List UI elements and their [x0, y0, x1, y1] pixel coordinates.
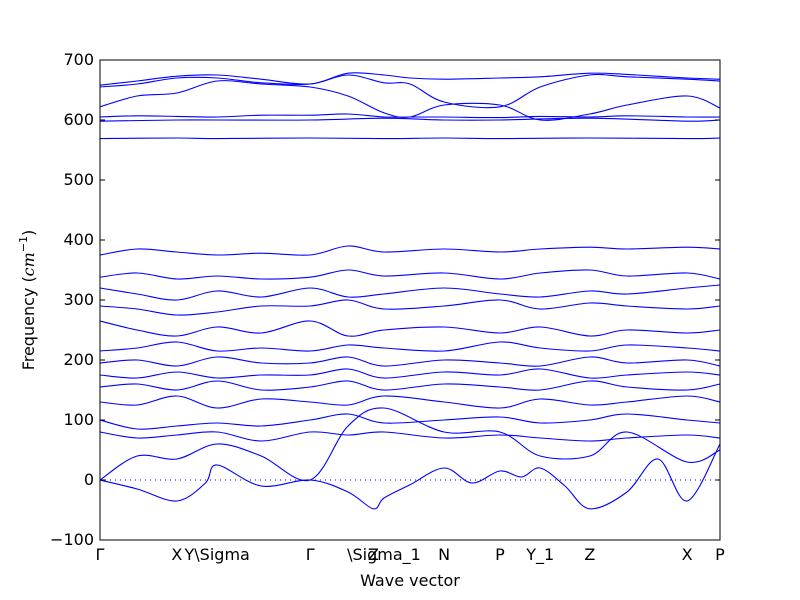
- y-tick-label: 700: [63, 50, 94, 69]
- y-tick-label: −100: [50, 530, 94, 549]
- phonon-branch-5: [100, 395, 720, 409]
- phonon-branch-1: [100, 443, 720, 510]
- phonon-branch-3: [100, 431, 720, 442]
- x-tick-label: \Sigma_1: [347, 545, 421, 565]
- x-tick-label: Z: [584, 545, 595, 564]
- phonon-branch-6: [100, 380, 720, 391]
- y-tick-label: 100: [63, 410, 94, 429]
- x-tick-label: Γ: [96, 545, 105, 564]
- x-tick-label: N: [438, 545, 450, 564]
- phonon-branch-2: [100, 407, 720, 482]
- x-tick-label: Y\Sigma: [184, 545, 250, 564]
- phonon-branches: [100, 72, 720, 510]
- phonon-branch-13: [100, 269, 720, 280]
- x-tick-label: P: [495, 545, 505, 564]
- phonon-branch-12: [100, 284, 720, 301]
- phonon-branch-10: [100, 320, 720, 337]
- phonon-branch-19: [100, 73, 720, 109]
- phonon-branch-18: [100, 80, 720, 121]
- y-tick-label: 600: [63, 110, 94, 129]
- y-tick-label: 0: [84, 470, 94, 489]
- x-tick-label: Γ: [306, 545, 315, 564]
- phonon-branch-8: [100, 356, 720, 367]
- x-tick-label: Z: [368, 545, 379, 564]
- phonon-branch-11: [100, 299, 720, 316]
- y-tick-label: 500: [63, 170, 94, 189]
- phonon-branch-7: [100, 368, 720, 379]
- plot-area: [99, 59, 721, 541]
- phonon-branch-4: [100, 413, 720, 430]
- y-axis: −100 0 100 200 300 400 500 600 700: [50, 50, 720, 549]
- phonon-branch-15: [100, 137, 720, 140]
- x-axis: Γ X Y\Sigma Γ Z\Sigma_1 N P Y_1 Z X P: [96, 545, 726, 565]
- phonon-branch-9: [100, 341, 720, 352]
- x-tick-label: Y_1: [525, 545, 554, 565]
- phonon-branch-20: [100, 72, 720, 86]
- x-axis-label: Wave vector: [360, 571, 460, 590]
- phonon-branch-14: [100, 245, 720, 256]
- x-tick-label: X: [171, 545, 182, 564]
- x-tick-label: P: [715, 545, 725, 564]
- y-tick-label: 400: [63, 230, 94, 249]
- x-tick-label: X: [682, 545, 693, 564]
- y-axis-label: Frequency (cm−1): [17, 230, 38, 371]
- y-tick-label: 300: [63, 290, 94, 309]
- y-tick-label: 200: [63, 350, 94, 369]
- phonon-branch-16: [100, 117, 720, 122]
